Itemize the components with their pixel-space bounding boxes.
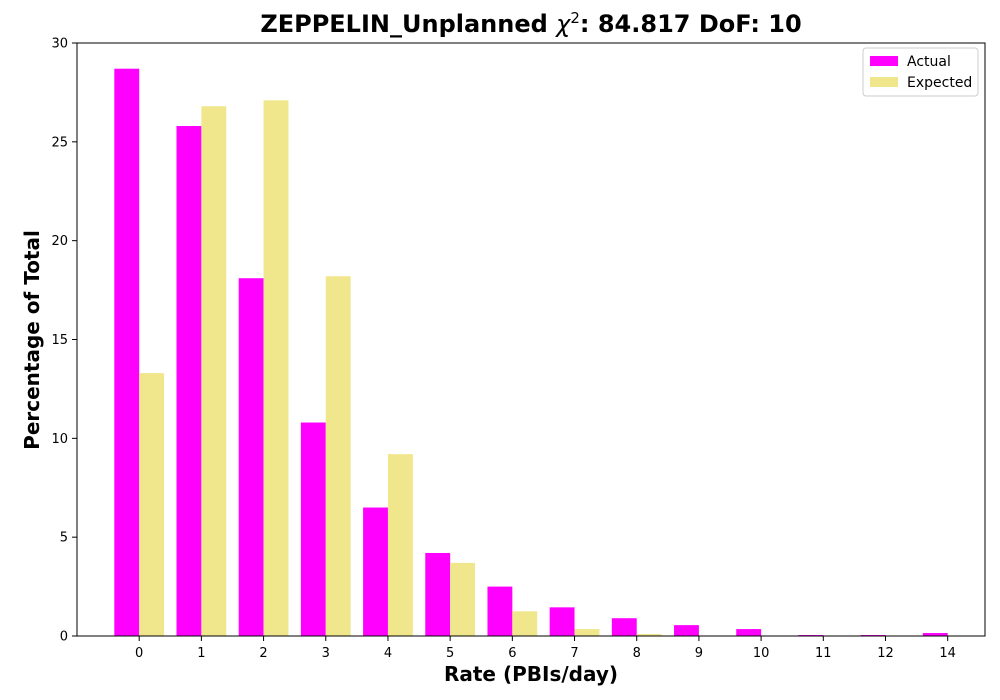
x-tick-label-0: 0 bbox=[135, 646, 143, 661]
chart-title-sup: 2 bbox=[570, 9, 580, 27]
bar-actual-14 bbox=[922, 633, 948, 636]
legend-swatch-expected bbox=[870, 77, 898, 87]
chart-title: ZEPPELIN_Unplanned χ2: 84.817 DoF: 10 bbox=[260, 9, 801, 38]
y-axis-title: Percentage of Total bbox=[20, 230, 44, 450]
x-tick-label-1: 1 bbox=[197, 646, 205, 661]
bar-actual-7 bbox=[549, 607, 575, 636]
bar-expected-3 bbox=[325, 276, 351, 636]
x-tick-label-7: 7 bbox=[570, 646, 578, 661]
y-tick-label-5: 5 bbox=[60, 531, 68, 546]
legend-label-actual: Actual bbox=[907, 54, 951, 70]
x-tick-label-12: 12 bbox=[877, 646, 894, 661]
bar-actual-8 bbox=[611, 618, 637, 636]
x-tick-label-2: 2 bbox=[259, 646, 267, 661]
y-tick-label-0: 0 bbox=[60, 630, 68, 645]
chart-title-prefix: ZEPPELIN_Unplanned bbox=[260, 10, 556, 38]
y-tick-label-30: 30 bbox=[51, 37, 68, 52]
y-tick-label-15: 15 bbox=[51, 333, 68, 348]
x-tick-label-4: 4 bbox=[384, 646, 392, 661]
bar-expected-2 bbox=[263, 100, 289, 636]
chart-title-chi: χ bbox=[554, 10, 571, 38]
x-tick-label-11: 11 bbox=[815, 646, 832, 661]
x-tick-label-5: 5 bbox=[446, 646, 454, 661]
plot-area: 0 1 2 3 4 5 6 7 8 9 10 11 12 14051015202530ActualExpe… bbox=[51, 37, 986, 661]
bar-actual-3 bbox=[300, 422, 326, 636]
bar-actual-1 bbox=[176, 126, 202, 637]
bar-actual-6 bbox=[487, 586, 513, 636]
legend-label-expected: Expected bbox=[907, 75, 972, 91]
x-tick-label-3: 3 bbox=[322, 646, 330, 661]
x-tick-label-8: 8 bbox=[633, 646, 641, 661]
bar-expected-4 bbox=[387, 454, 413, 636]
bar-actual-2 bbox=[238, 278, 264, 636]
chart-title-suffix: : 84.817 DoF: 10 bbox=[580, 10, 802, 38]
bar-actual-5 bbox=[425, 552, 451, 636]
bar-actual-4 bbox=[363, 507, 388, 636]
y-tick-label-25: 25 bbox=[51, 135, 68, 150]
bar-expected-6 bbox=[512, 611, 538, 636]
bar-expected-7 bbox=[574, 629, 600, 636]
bar-expected-8 bbox=[636, 634, 662, 636]
bar-expected-5 bbox=[450, 562, 476, 636]
x-axis-title: Rate (PBIs/day) bbox=[444, 662, 618, 686]
y-tick-label-10: 10 bbox=[51, 432, 68, 447]
bar-actual-10 bbox=[736, 629, 762, 636]
legend-swatch-actual bbox=[870, 56, 898, 66]
x-tick-label-14: 14 bbox=[939, 646, 956, 661]
x-tick-label-10: 10 bbox=[753, 646, 770, 661]
bar-expected-1 bbox=[201, 106, 227, 636]
x-tick-label-6: 6 bbox=[508, 646, 516, 661]
bar-expected-0 bbox=[139, 373, 165, 636]
bar-actual-9 bbox=[674, 625, 699, 636]
x-tick-label-9: 9 bbox=[695, 646, 703, 661]
bar-actual-0 bbox=[114, 68, 140, 637]
y-tick-label-20: 20 bbox=[51, 234, 68, 249]
